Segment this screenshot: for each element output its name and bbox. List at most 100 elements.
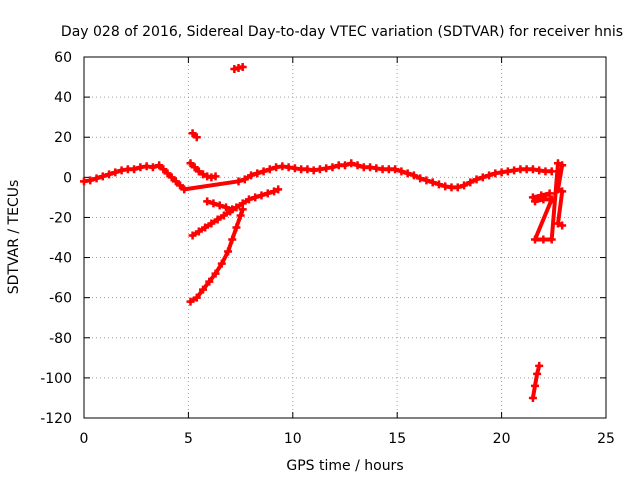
data-point bbox=[416, 174, 425, 183]
data-point bbox=[188, 129, 197, 138]
data-point bbox=[190, 163, 199, 172]
data-point bbox=[192, 133, 201, 142]
data-point bbox=[86, 176, 95, 185]
data-point bbox=[238, 63, 247, 72]
data-point bbox=[232, 223, 241, 232]
data-point bbox=[453, 183, 462, 192]
data-point bbox=[148, 163, 157, 172]
data-point bbox=[466, 178, 475, 187]
data-point bbox=[234, 177, 243, 186]
data-point bbox=[228, 205, 237, 214]
x-tick-label: 25 bbox=[597, 431, 615, 447]
data-point bbox=[553, 185, 562, 194]
data-point bbox=[111, 168, 120, 177]
data-point bbox=[485, 171, 494, 180]
data-point bbox=[167, 173, 176, 182]
y-tick-label: -120 bbox=[40, 411, 72, 427]
data-point bbox=[205, 277, 214, 286]
y-axis-label: SDTVAR / TECUs bbox=[6, 180, 22, 295]
data-point bbox=[228, 235, 237, 244]
data-point bbox=[553, 159, 562, 168]
grid-lines bbox=[84, 57, 606, 418]
data-point bbox=[341, 161, 349, 170]
x-axis-label: GPS time / hours bbox=[286, 458, 403, 474]
data-point bbox=[253, 169, 262, 178]
x-tick-label: 5 bbox=[184, 431, 193, 447]
x-tick-label: 15 bbox=[388, 431, 406, 447]
data-point bbox=[155, 161, 164, 170]
data-point bbox=[472, 175, 481, 184]
data-point bbox=[434, 180, 443, 189]
chart-title: Day 028 of 2016, Sidereal Day-to-day VTE… bbox=[61, 24, 623, 40]
y-tick-label: 40 bbox=[54, 90, 72, 106]
data-point bbox=[528, 193, 537, 202]
data-point bbox=[353, 161, 362, 170]
series-late-fragments bbox=[528, 159, 567, 244]
series-outlier-high-5 bbox=[188, 129, 201, 142]
data-point bbox=[211, 172, 220, 181]
data-point bbox=[236, 211, 245, 220]
data-point bbox=[186, 159, 195, 168]
y-tick-label: 0 bbox=[63, 170, 72, 186]
data-point bbox=[209, 199, 218, 208]
series-late-drop bbox=[528, 361, 544, 402]
x-tick-label: 20 bbox=[493, 431, 511, 447]
data-point bbox=[251, 193, 260, 202]
y-tick-label: 20 bbox=[54, 130, 72, 146]
data-point bbox=[188, 231, 197, 240]
data-point bbox=[221, 203, 230, 212]
data-point bbox=[422, 176, 431, 185]
y-tick-label: -100 bbox=[40, 371, 72, 387]
y-tick-label: 60 bbox=[54, 50, 72, 66]
data-point bbox=[159, 165, 168, 174]
data-point bbox=[199, 170, 208, 179]
series-arc-5-to-6 bbox=[186, 159, 220, 182]
axis-ticks bbox=[83, 56, 607, 419]
data-point bbox=[186, 297, 195, 306]
data-point bbox=[547, 167, 556, 176]
plot-area-border bbox=[83, 56, 607, 419]
data-point bbox=[460, 181, 469, 190]
y-tick-label: -80 bbox=[49, 331, 72, 347]
data-point bbox=[403, 169, 412, 178]
data-point bbox=[238, 205, 247, 214]
data-point bbox=[397, 167, 406, 176]
data-point bbox=[105, 170, 114, 179]
x-tick-labels: 0 5 10 15 20 25 bbox=[80, 431, 615, 447]
data-point bbox=[180, 185, 189, 194]
data-point bbox=[428, 178, 437, 187]
y-tick-labels: -120 -100 -80 -60 -40 -20 0 20 40 60 bbox=[40, 50, 72, 427]
data-point bbox=[92, 174, 101, 183]
data-point bbox=[409, 171, 418, 180]
data-point bbox=[192, 293, 201, 302]
data-point bbox=[537, 191, 546, 200]
data-point bbox=[213, 215, 222, 224]
data-point bbox=[478, 173, 487, 182]
data-point bbox=[528, 393, 537, 402]
data-point bbox=[224, 247, 233, 256]
data-points bbox=[80, 63, 567, 402]
data-point bbox=[558, 187, 567, 196]
data-point bbox=[171, 177, 180, 186]
series-short-segment-6-7 bbox=[203, 197, 237, 214]
data-point bbox=[270, 187, 279, 196]
data-point bbox=[531, 381, 540, 390]
y-tick-label: -20 bbox=[49, 210, 72, 226]
data-point bbox=[247, 171, 256, 180]
series-main-band bbox=[80, 159, 556, 194]
data-point bbox=[203, 197, 212, 206]
data-point bbox=[194, 167, 203, 176]
data-point bbox=[240, 175, 249, 184]
data-point bbox=[259, 167, 268, 176]
data-point bbox=[539, 195, 548, 204]
data-point bbox=[547, 195, 556, 204]
data-point bbox=[547, 235, 556, 244]
data-point bbox=[539, 235, 548, 244]
data-point bbox=[347, 159, 356, 168]
y-tick-label: -60 bbox=[49, 291, 72, 307]
data-point bbox=[232, 203, 241, 212]
data-point bbox=[207, 219, 216, 228]
data-point bbox=[328, 163, 337, 172]
data-point bbox=[545, 189, 554, 198]
